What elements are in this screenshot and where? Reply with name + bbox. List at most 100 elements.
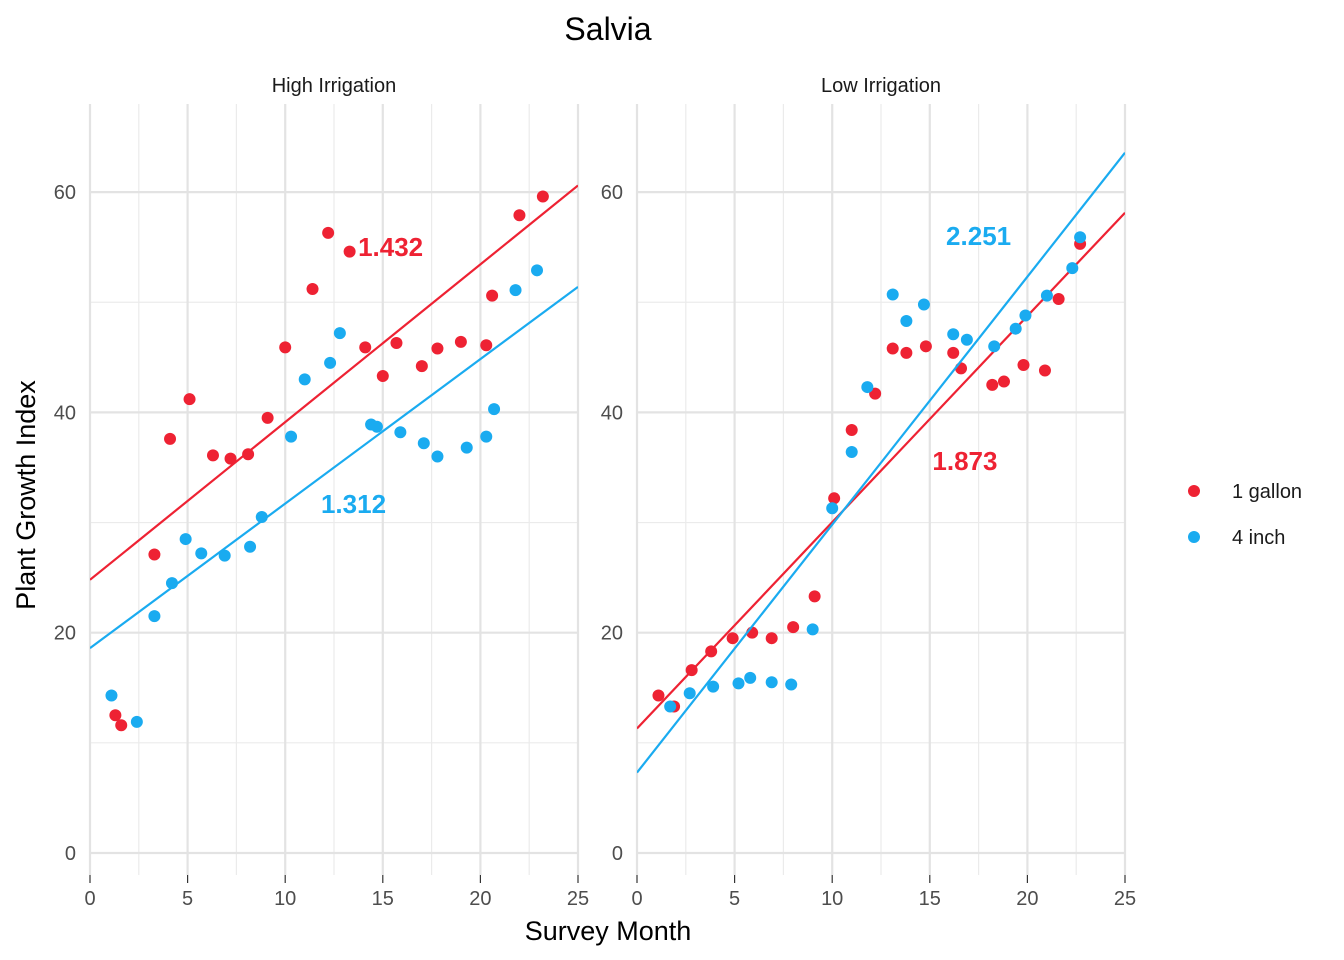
data-point <box>333 327 346 340</box>
data-point <box>480 430 493 443</box>
data-point <box>861 381 874 394</box>
data-point <box>683 687 696 700</box>
data-point <box>732 677 745 690</box>
data-point <box>900 314 913 327</box>
data-point <box>787 621 800 634</box>
panel-1: High Irrigation 0 5 10 15 20 25 0 20 40 60 1.432 1.3… <box>54 75 589 910</box>
x-axis-title: Survey Month <box>525 916 692 946</box>
data-point <box>917 298 930 311</box>
data-point <box>148 610 161 623</box>
slope-label: 2.251 <box>946 221 1011 251</box>
data-point <box>165 577 178 590</box>
y-tick-label: 20 <box>54 623 76 645</box>
data-point <box>109 709 122 722</box>
data-point <box>454 335 467 348</box>
data-point <box>1066 262 1079 275</box>
data-point <box>785 678 798 691</box>
fit-line <box>637 152 1125 774</box>
x-tick-label: 0 <box>84 888 95 910</box>
data-point <box>1038 364 1051 377</box>
legend: 1 gallon 4 inch <box>1188 481 1302 549</box>
data-point <box>886 288 899 301</box>
data-point <box>279 341 292 354</box>
data-point <box>986 378 999 391</box>
data-point <box>488 403 501 416</box>
data-point <box>705 645 718 658</box>
x-tick-label: 0 <box>631 888 642 910</box>
data-point <box>947 346 960 359</box>
data-point <box>845 424 858 437</box>
x-tick-label: 20 <box>469 888 491 910</box>
x-tick-label: 25 <box>567 888 589 910</box>
data-point <box>255 511 268 524</box>
facet-panels: High Irrigation 0 5 10 15 20 25 0 20 40 60 1.432 1.3… <box>54 75 1136 910</box>
data-point <box>726 632 739 645</box>
data-point <box>306 283 319 296</box>
y-tick-label: 20 <box>601 623 623 645</box>
data-point <box>480 339 493 352</box>
y-tick-label: 60 <box>54 182 76 204</box>
data-point <box>536 190 549 203</box>
data-point <box>376 370 389 383</box>
chart-title: Salvia <box>564 11 651 47</box>
grid <box>88 104 580 875</box>
x-tick-label: 10 <box>821 888 843 910</box>
data-point <box>359 341 372 354</box>
x-tick-label: 5 <box>729 888 740 910</box>
data-point <box>370 420 383 433</box>
data-point <box>431 342 444 355</box>
data-point <box>164 432 177 445</box>
data-point <box>869 387 882 400</box>
series-1-gallon: 1.873 <box>637 212 1125 730</box>
data-point <box>115 719 128 732</box>
data-point <box>1074 231 1087 244</box>
data-point <box>765 676 778 689</box>
data-point <box>531 264 544 277</box>
data-point <box>900 346 913 359</box>
data-point <box>343 245 356 258</box>
data-point <box>431 450 444 463</box>
data-point <box>947 328 960 341</box>
data-point <box>1009 322 1022 335</box>
data-point <box>685 664 698 677</box>
data-point <box>509 284 522 297</box>
data-point <box>664 700 677 713</box>
slope-label: 1.432 <box>358 232 423 262</box>
data-point <box>183 393 196 406</box>
data-point <box>808 590 821 603</box>
y-tick-label: 60 <box>601 182 623 204</box>
data-point <box>1017 359 1030 372</box>
data-point <box>285 430 298 443</box>
data-point <box>828 492 841 505</box>
legend-label: 4 inch <box>1232 527 1285 549</box>
series-4-inch: 2.251 <box>637 152 1125 774</box>
facet-strip-label: High Irrigation <box>272 75 397 97</box>
data-point <box>148 548 161 561</box>
data-point <box>417 437 430 450</box>
data-point <box>765 632 778 645</box>
data-point <box>707 680 720 693</box>
fit-line <box>90 184 578 581</box>
x-tick-label: 15 <box>372 888 394 910</box>
data-point <box>298 373 311 386</box>
data-point <box>513 209 526 222</box>
data-point <box>105 689 118 702</box>
data-point <box>242 448 255 461</box>
x-tick-label: 20 <box>1016 888 1038 910</box>
y-tick-label: 0 <box>65 843 76 865</box>
data-point <box>1019 309 1032 322</box>
data-point <box>1040 289 1053 302</box>
data-point <box>206 449 219 462</box>
data-point <box>394 426 407 439</box>
data-point <box>130 715 143 728</box>
data-point <box>322 226 335 239</box>
y-tick-label: 40 <box>54 402 76 424</box>
data-point <box>806 623 819 636</box>
x-tick-label: 5 <box>182 888 193 910</box>
legend-key <box>1188 531 1200 543</box>
data-point <box>460 441 473 454</box>
data-point <box>845 446 858 459</box>
data-point <box>919 340 932 353</box>
data-point <box>324 356 337 369</box>
